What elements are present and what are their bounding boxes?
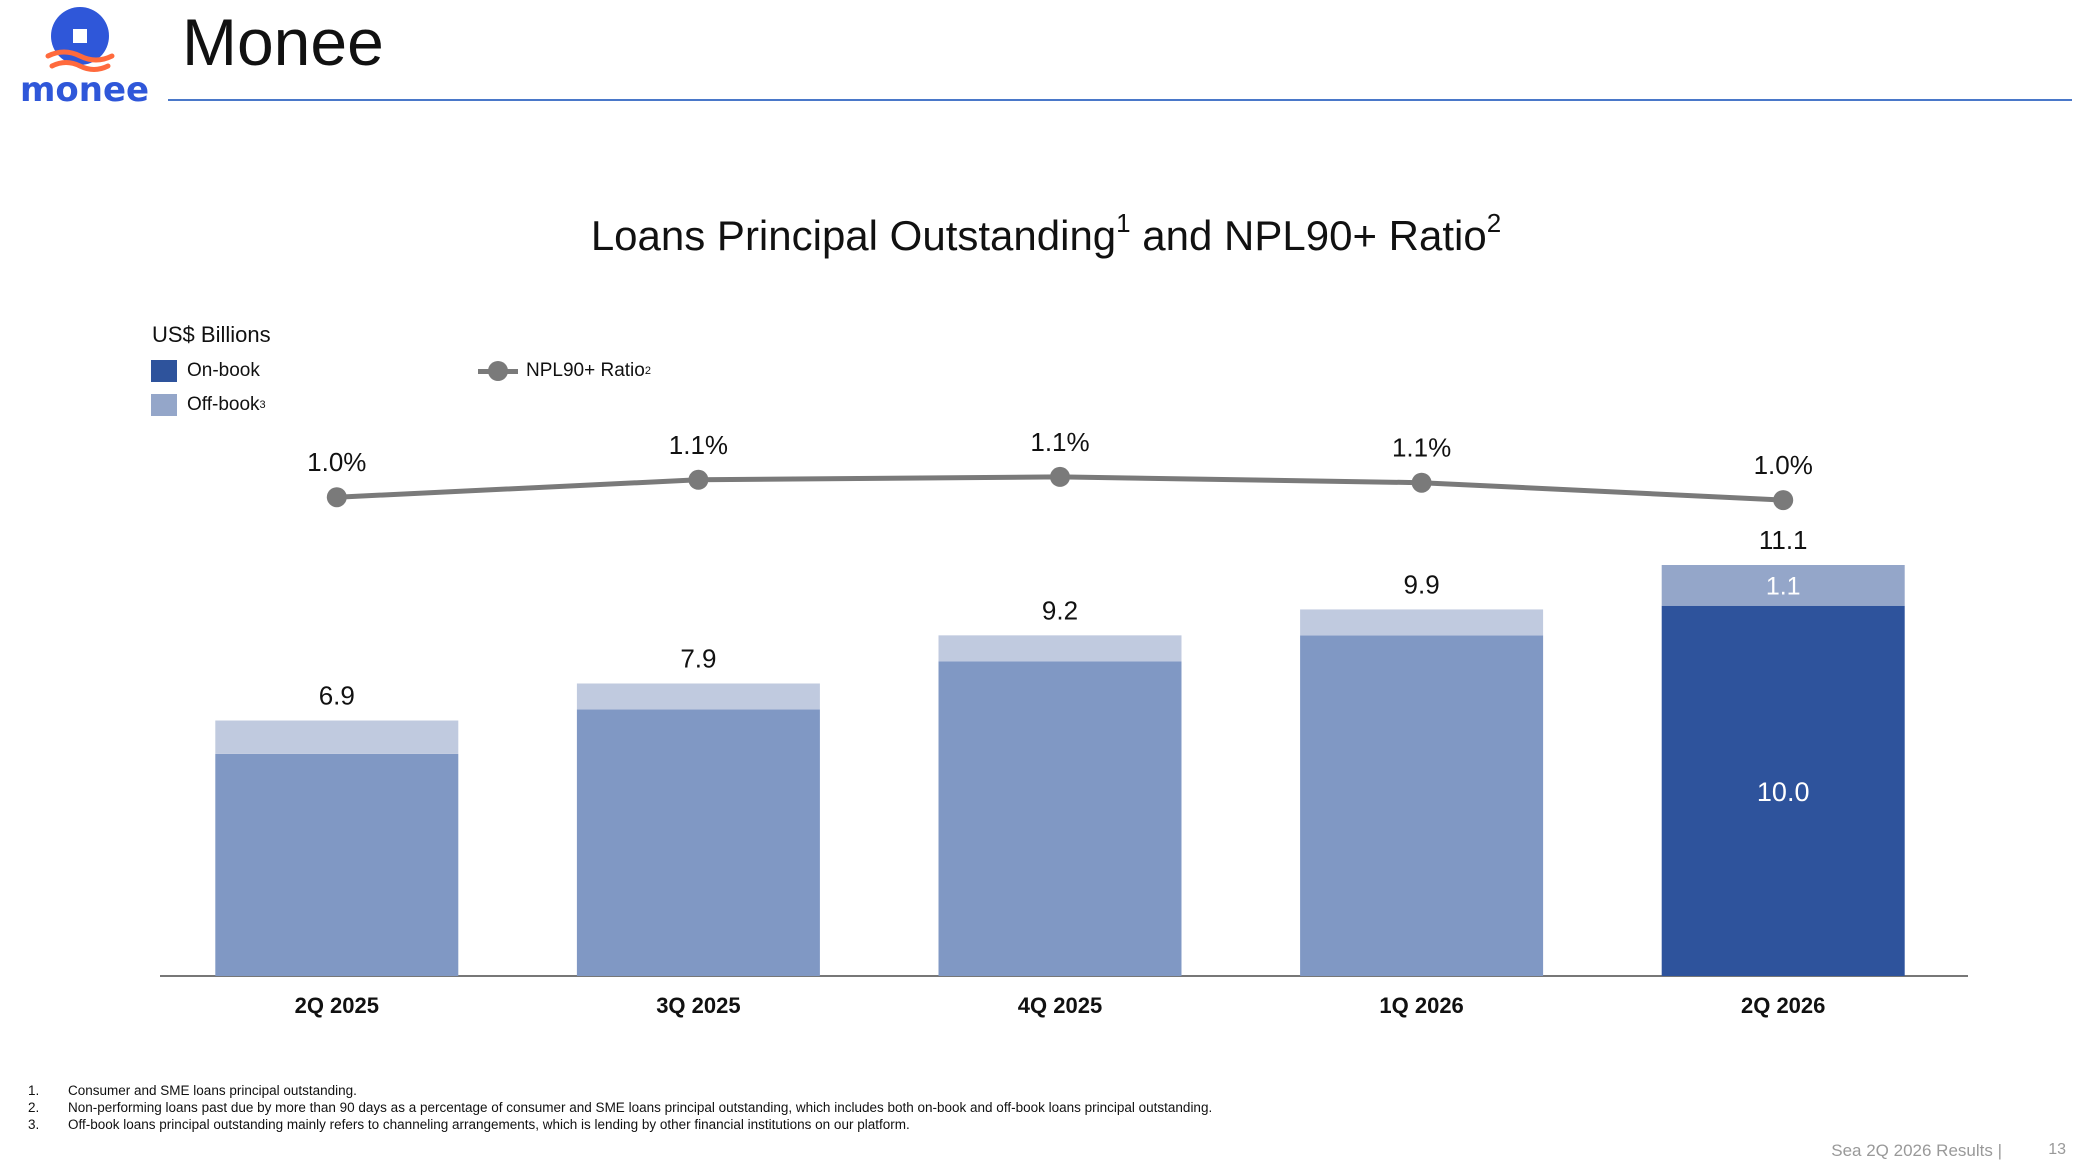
footnote-number: 1. bbox=[28, 1083, 40, 1098]
chart-title-mid: and NPL90+ Ratio bbox=[1130, 212, 1487, 259]
npl-ratio-label: 1.1% bbox=[1030, 427, 1089, 457]
x-tick-label: 3Q 2025 bbox=[656, 993, 740, 1018]
footer-text: Sea 2Q 2026 Results | bbox=[1831, 1141, 2002, 1160]
footnotes: 1. Consumer and SME loans principal outs… bbox=[28, 1083, 1212, 1134]
footnote-number: 2. bbox=[28, 1100, 40, 1115]
chart-title-footnote-2: 2 bbox=[1486, 208, 1502, 238]
legend-swatch-off-book bbox=[151, 394, 177, 416]
legend-on-book: On-book bbox=[151, 360, 260, 382]
npl-ratio-label: 1.1% bbox=[1392, 433, 1451, 463]
chart-title-footnote-1: 1 bbox=[1116, 208, 1131, 238]
x-tick-label: 4Q 2025 bbox=[1018, 993, 1102, 1018]
footnote-text: Off-book loans principal outstanding mai… bbox=[68, 1117, 910, 1132]
bar-off-book bbox=[1300, 609, 1544, 636]
bar-total-label: 7.9 bbox=[680, 643, 716, 673]
footnote-number: 3. bbox=[28, 1117, 40, 1132]
bar-off-book bbox=[938, 635, 1182, 662]
bar-total-label: 11.1 bbox=[1759, 525, 1808, 555]
legend-off-book: Off-book 3 bbox=[151, 394, 266, 416]
segment-label-on-book: 10.0 bbox=[1757, 777, 1810, 807]
chart-title: Loans Principal Outstanding1 and NPL90+ … bbox=[0, 210, 2092, 260]
legend-label-npl-ratio: NPL90+ Ratio bbox=[526, 360, 645, 381]
bar-on-book bbox=[576, 709, 820, 976]
legend-label-off-book: Off-book bbox=[187, 394, 260, 415]
bar-off-book bbox=[215, 720, 459, 754]
title-divider bbox=[168, 99, 2072, 101]
page-title: Monee bbox=[182, 5, 384, 79]
legend-npl-ratio: NPL90+ Ratio 2 bbox=[478, 360, 651, 382]
npl-ratio-point bbox=[1050, 466, 1070, 487]
segment-label-off-book: 1.1 bbox=[1766, 572, 1801, 600]
bar-on-book bbox=[1661, 605, 1905, 976]
npl-ratio-point bbox=[1773, 490, 1794, 511]
page-number: 13 bbox=[2048, 1141, 2066, 1158]
bar-total-label: 6.9 bbox=[319, 681, 355, 711]
legend-line-marker bbox=[478, 360, 518, 382]
bar-total-label: 9.9 bbox=[1404, 569, 1440, 599]
bar-off-book bbox=[576, 683, 820, 710]
bar-on-book bbox=[938, 661, 1182, 976]
bar-on-book bbox=[215, 753, 459, 976]
footnote-item: 2. Non-performing loans past due by more… bbox=[28, 1100, 1212, 1115]
x-tick-label: 2Q 2026 bbox=[1741, 993, 1825, 1018]
x-tick-label: 2Q 2025 bbox=[295, 993, 379, 1018]
npl-ratio-point bbox=[326, 487, 347, 508]
bar-on-book bbox=[1300, 635, 1544, 976]
x-tick-label: 1Q 2026 bbox=[1379, 993, 1463, 1018]
monee-logo bbox=[45, 7, 115, 72]
npl-ratio-point bbox=[688, 469, 709, 490]
footnote-item: 3. Off-book loans principal outstanding … bbox=[28, 1117, 1212, 1132]
bar-off-book bbox=[1661, 565, 1905, 606]
legend-label-on-book: On-book bbox=[187, 360, 260, 381]
bar-total-label: 9.2 bbox=[1042, 595, 1078, 625]
npl-ratio-label: 1.0% bbox=[1754, 450, 1813, 480]
chart-title-main: Loans Principal Outstanding bbox=[590, 212, 1117, 259]
npl-ratio-label: 1.0% bbox=[307, 447, 366, 477]
footnote-text: Non-performing loans past due by more th… bbox=[68, 1100, 1213, 1115]
footnote-text: Consumer and SME loans principal outstan… bbox=[68, 1083, 357, 1098]
logo-wordmark: monee bbox=[20, 70, 150, 110]
npl-ratio-label: 1.1% bbox=[669, 430, 728, 460]
footnote-item: 1. Consumer and SME loans principal outs… bbox=[28, 1083, 1212, 1098]
legend-swatch-on-book bbox=[151, 360, 177, 382]
npl-ratio-point bbox=[1411, 472, 1432, 493]
unit-label: US$ Billions bbox=[152, 322, 271, 347]
